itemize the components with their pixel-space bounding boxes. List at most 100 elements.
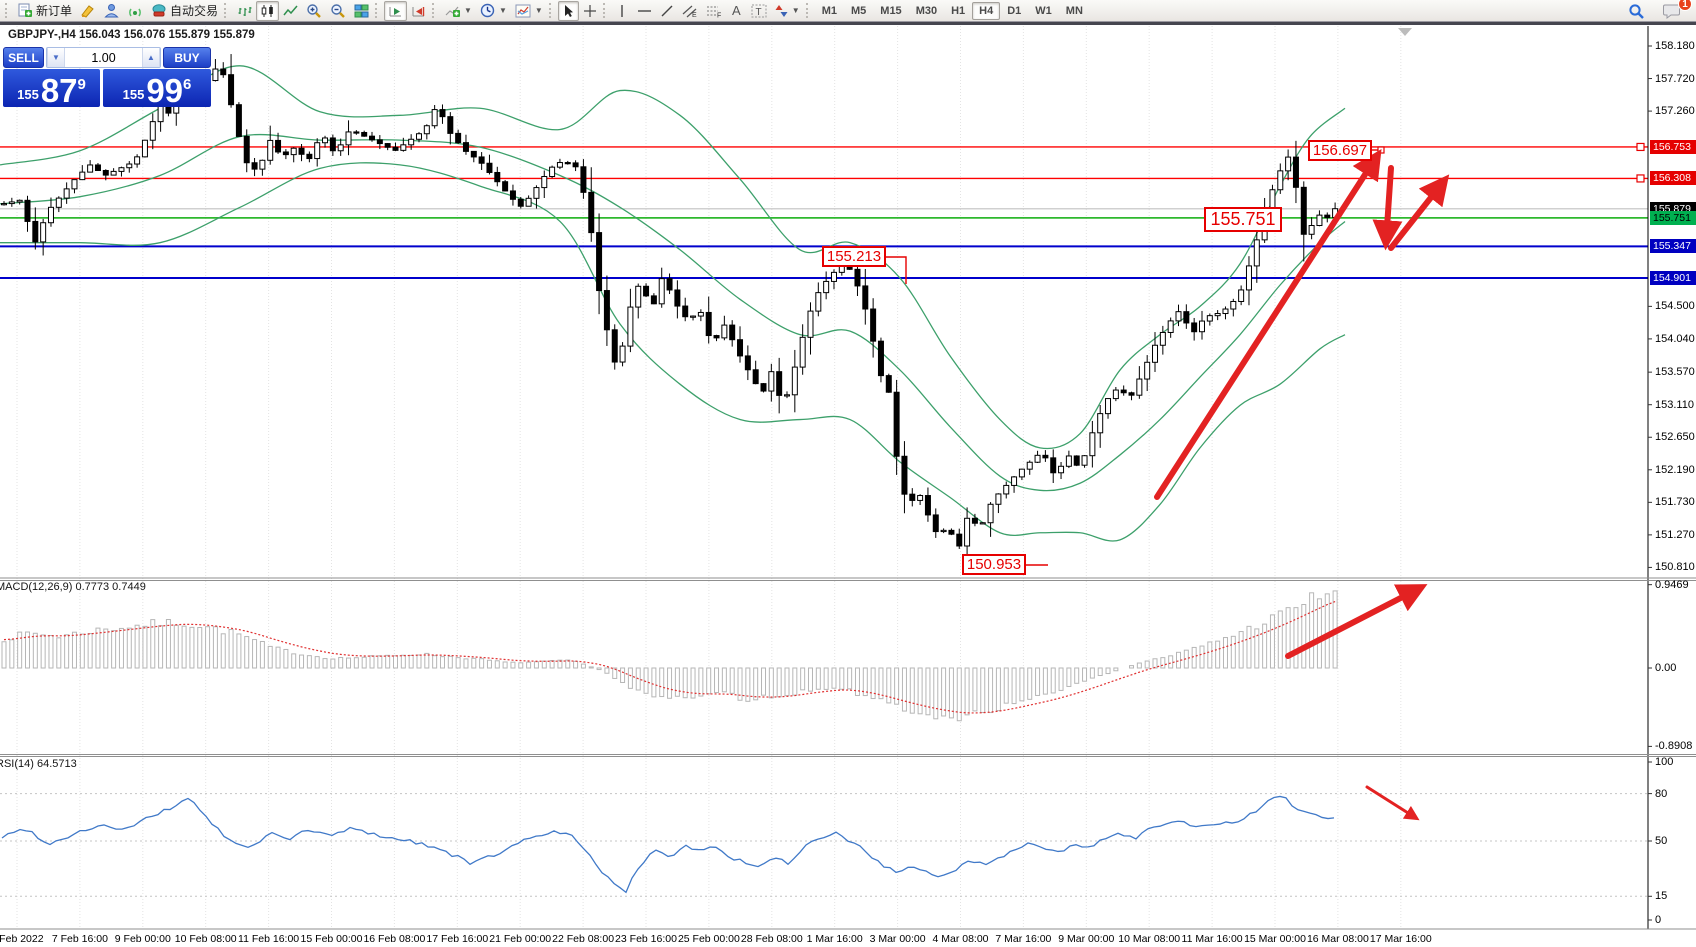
time-axis-label: 9 Feb 00:00 [114, 933, 171, 945]
auto-scroll-icon [389, 6, 402, 16]
price-badge: 155.347 [1650, 239, 1696, 254]
buy-button[interactable]: BUY [163, 47, 211, 68]
toolbar-grip[interactable] [548, 3, 554, 18]
candlestick-chart-button[interactable] [256, 0, 280, 21]
new-order-button[interactable]: 新订单 [14, 1, 76, 21]
bar-chart-button[interactable] [233, 1, 256, 21]
volume-stepper: ▼ 1.00 ▲ [46, 47, 161, 68]
price-axis-tick: 150.810 [1655, 561, 1695, 574]
price-annotation-label[interactable]: 156.697 [1308, 140, 1372, 161]
equidistant-channel-tool-button[interactable]: E [678, 1, 702, 21]
notification-count-badge: 1 [1678, 0, 1692, 11]
one-click-trading-panel: SELL ▼ 1.00 ▲ BUY 155 87 9 155 99 6 [3, 47, 211, 107]
zoom-in-icon [307, 4, 321, 18]
trendline-icon [661, 5, 673, 16]
time-axis-label: 15 Feb 00:00 [300, 933, 363, 945]
zoom-in-button[interactable] [302, 1, 326, 21]
timeframe-button-d1[interactable]: D1 [1007, 4, 1022, 17]
timeframe-button-m1[interactable]: M1 [821, 4, 837, 17]
price-axis-tick: 153.570 [1655, 366, 1695, 379]
time-axis-label: 9 Mar 00:00 [1058, 933, 1115, 945]
ask-price[interactable]: 155 99 6 [103, 69, 211, 107]
dropdown-arrow-icon: ▼ [498, 6, 507, 15]
sell-button[interactable]: SELL [3, 47, 44, 68]
crosshair-tool-button[interactable] [579, 1, 601, 21]
scroll-position-marker[interactable] [1398, 28, 1412, 36]
timeframe-button-m30[interactable]: M30 [915, 4, 938, 17]
templates-button[interactable]: ▼ [511, 1, 547, 21]
rsi-axis-label: 80 [1655, 787, 1668, 800]
toolbar-grip[interactable] [375, 3, 380, 18]
toolbar-grip[interactable] [805, 3, 811, 18]
notifications-button[interactable]: 1 [1659, 0, 1692, 21]
time-axis-label: 1 Mar 16:00 [806, 933, 863, 945]
price-axis-tick: 151.270 [1655, 528, 1695, 541]
timeframe-button-h1[interactable]: H1 [951, 4, 966, 17]
auto-trading-icon [152, 4, 166, 17]
toolbar-grip[interactable] [602, 3, 608, 18]
price-annotation-label[interactable]: 155.751 [1204, 207, 1282, 232]
line-chart-button[interactable] [279, 1, 302, 21]
timeframe-button-h4[interactable]: H4 [972, 1, 1001, 20]
periods-button[interactable]: ▼ [476, 1, 511, 21]
styler-button[interactable] [76, 1, 100, 21]
price-axis-tick: 151.730 [1655, 496, 1695, 509]
chart-shift-button[interactable] [407, 1, 430, 21]
time-axis-label: 17 Mar 16:00 [1369, 933, 1432, 945]
vertical-line-icon [621, 4, 623, 17]
new-order-label: 新订单 [36, 4, 73, 18]
auto-trading-button[interactable]: 自动交易 [147, 1, 222, 21]
time-axis-label: 15 Mar 00:00 [1244, 933, 1306, 945]
time-axis-label: 23 Feb 16:00 [615, 933, 677, 945]
candlestick-chart-icon [261, 4, 273, 17]
signal-icon [129, 8, 141, 17]
rsi-label: RSI(14) 64.5713 [0, 758, 77, 770]
arrows-icon [775, 4, 788, 17]
text-label-tool-button[interactable]: T [747, 1, 771, 21]
crayon-icon [81, 4, 94, 18]
signals-button[interactable] [123, 1, 147, 21]
trendline-tool-button[interactable] [656, 1, 678, 21]
toolbar-grip[interactable] [5, 3, 10, 18]
zoom-out-button[interactable] [326, 1, 350, 21]
timeframe-button-mn[interactable]: MN [1065, 4, 1083, 17]
window-divider [0, 22, 1696, 25]
time-axis-label: 10 Feb 08:00 [174, 933, 237, 945]
tile-windows-button[interactable] [350, 1, 373, 21]
timeframe-button-m15[interactable]: M15 [880, 4, 902, 17]
new-order-icon [18, 3, 32, 17]
ask-big: 99 [146, 72, 184, 109]
bid-price[interactable]: 155 87 9 [3, 69, 100, 107]
chart-shift-icon [412, 6, 425, 16]
vertical-line-tool-button[interactable] [612, 1, 633, 21]
timeframe-button-m5[interactable]: M5 [851, 4, 867, 17]
volume-input[interactable]: 1.00 [91, 50, 116, 65]
indicators-button[interactable]: ▼ [441, 1, 476, 21]
arrows-tool-button[interactable]: ▼ [771, 1, 804, 21]
toolbar-grip[interactable] [432, 3, 437, 18]
price-annotation-label[interactable]: 150.953 [962, 554, 1026, 575]
time-axis-label: 4 Feb 2022 [0, 933, 44, 945]
auto-scroll-button[interactable] [384, 0, 408, 21]
ask-small: 155 [122, 87, 145, 102]
fibonacci-tool-button[interactable]: F [702, 1, 726, 21]
profile-button[interactable] [100, 1, 123, 21]
volume-decrease-button[interactable]: ▼ [47, 48, 65, 67]
time-axis-label: 22 Feb 08:00 [552, 933, 615, 945]
time-axis-label: 11 Feb 16:00 [238, 933, 300, 945]
text-tool-button[interactable]: A [726, 1, 747, 21]
time-axis-label: 21 Feb 00:00 [489, 933, 552, 945]
toolbar-grip[interactable] [224, 3, 229, 18]
search-button[interactable] [1624, 1, 1649, 21]
volume-increase-button[interactable]: ▲ [142, 48, 160, 67]
indicators-icon [445, 6, 461, 17]
horizontal-line-tool-button[interactable] [633, 1, 656, 21]
price-annotation-label[interactable]: 155.213 [822, 246, 886, 267]
dropdown-arrow-icon: ▼ [464, 6, 472, 15]
horizontal-line-icon [637, 9, 651, 12]
time-axis-label: 3 Mar 00:00 [869, 933, 926, 945]
cursor-tool-button[interactable] [557, 0, 579, 21]
macd-axis-label: 0.00 [1655, 662, 1677, 674]
timeframe-button-w1[interactable]: W1 [1035, 4, 1052, 17]
